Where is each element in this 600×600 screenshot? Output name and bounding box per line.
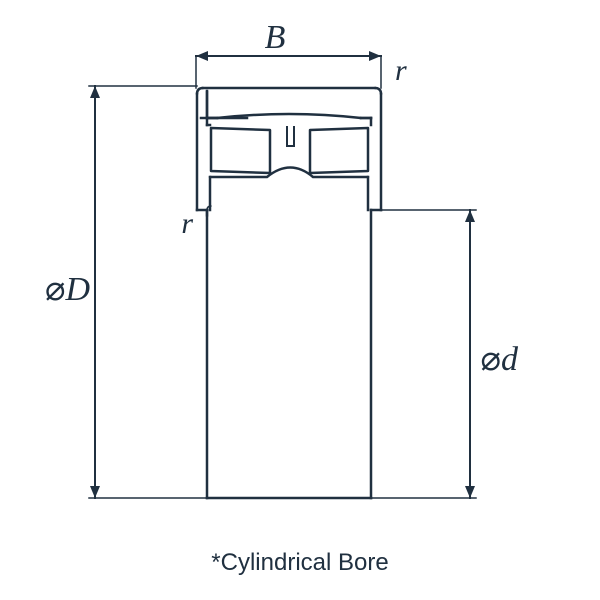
bearing-diagram: Br r ⌀D ⌀d *Cylindrical Bore <box>0 0 600 600</box>
cross-section <box>197 88 381 498</box>
label-r1: r <box>395 54 407 87</box>
dim-d <box>371 210 476 498</box>
dim-B <box>196 56 381 88</box>
label-D: ⌀D <box>45 271 90 308</box>
dim-D <box>89 86 207 498</box>
label-d: ⌀d <box>481 341 519 378</box>
label-r2: r <box>181 207 193 240</box>
footnote: *Cylindrical Bore <box>211 549 388 576</box>
label-B: B <box>265 19 286 56</box>
